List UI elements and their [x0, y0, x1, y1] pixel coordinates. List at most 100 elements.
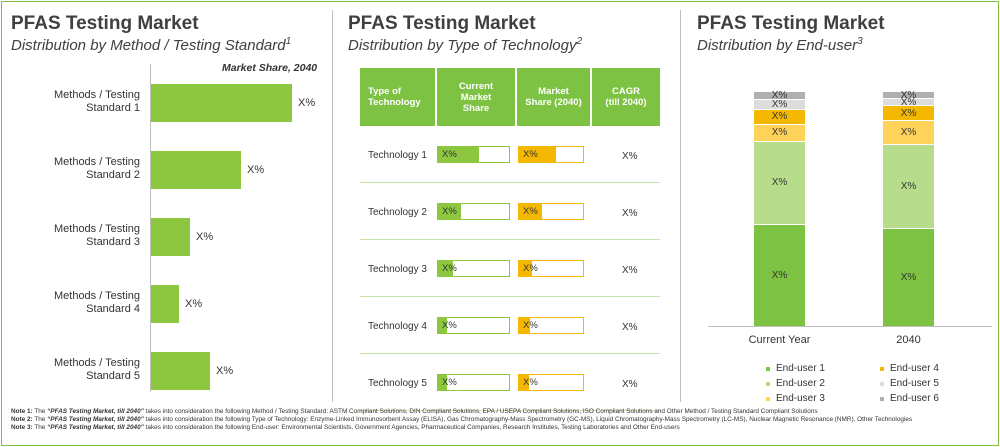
legend-label: End-user 1 [776, 363, 825, 374]
legend-swatch [766, 366, 770, 371]
current-share-label: X% [442, 377, 457, 388]
footnote: Note 1: The “PFAS Testing Market, till 2… [11, 408, 818, 415]
method-value-label: X% [196, 231, 214, 243]
stack-segment: X% [883, 105, 934, 120]
stack-segment: X% [883, 90, 934, 101]
current-share-label: X% [442, 149, 457, 160]
current-share-fill [438, 318, 448, 333]
stack-segment: X% [754, 123, 805, 141]
cagr-value: X% [622, 322, 638, 333]
table-row-divider [360, 296, 660, 297]
method-panel-subtitle: Distribution by Method / Testing Standar… [11, 36, 292, 54]
technology-row-label: Technology 3 [368, 264, 427, 275]
share-2040-fill [519, 261, 532, 276]
current-share-label: X% [442, 263, 457, 274]
current-share-bar: X% [437, 203, 510, 220]
share-2040-label: X% [523, 206, 538, 217]
stack-segment: X% [883, 97, 934, 108]
legend-entry: End-user 6 [880, 393, 939, 404]
footnotes: Note 1: The “PFAS Testing Market, till 2… [11, 408, 986, 433]
method-value-label: X% [216, 365, 234, 377]
legend-entry: End-user 3 [766, 393, 825, 404]
stack-segment: X% [754, 98, 805, 110]
method-category-label: Methods / Testing Standard 2 [53, 156, 140, 181]
method-bar [151, 285, 179, 323]
footnote-prefix: Note 3: [11, 424, 33, 432]
current-share-bar: X% [437, 260, 510, 277]
method-value-label: X% [185, 298, 203, 310]
footnote-emphasis: “PFAS Testing Market, till 2040” [47, 416, 144, 424]
table-header-cell: Type of Technology [360, 68, 435, 126]
method-panel-title: PFAS Testing Market [11, 13, 199, 34]
stack-segment: X% [754, 108, 805, 124]
legend-label: End-user 3 [776, 393, 825, 404]
legend-entry: End-user 2 [766, 378, 825, 389]
legend-swatch [766, 396, 770, 401]
method-bar [151, 352, 210, 390]
method-bar [151, 218, 190, 256]
stack-segment: X% [754, 90, 805, 101]
share-2040-bar: X% [518, 374, 584, 391]
legend-entry: End-user 5 [880, 378, 939, 389]
share-2040-bar: X% [518, 203, 584, 220]
share-2040-fill [519, 375, 530, 390]
share-2040-label: X% [523, 149, 538, 160]
cagr-value: X% [622, 208, 638, 219]
technology-row-label: Technology 5 [368, 378, 427, 389]
technology-row-label: Technology 4 [368, 321, 427, 332]
cagr-value: X% [622, 265, 638, 276]
share-2040-fill [519, 318, 530, 333]
stack-segment: X% [883, 143, 934, 228]
cagr-value: X% [622, 379, 638, 390]
footnote: Note 3: The “PFAS Testing Market, till 2… [11, 424, 680, 432]
legend-label: End-user 4 [890, 363, 939, 374]
legend-swatch [766, 381, 770, 386]
share-2040-bar: X% [518, 260, 584, 277]
stack-segment: X% [883, 119, 934, 144]
share-2040-bar: X% [518, 146, 584, 163]
current-share-fill [438, 147, 480, 162]
table-header-cell: Current Market Share [437, 68, 515, 126]
legend-swatch [880, 396, 884, 401]
footnote-emphasis: “PFAS Testing Market, till 2040” [47, 408, 144, 415]
method-value-label: X% [247, 164, 265, 176]
technology-panel-title: PFAS Testing Market [348, 13, 536, 34]
method-category-label: Methods / Testing Standard 5 [53, 357, 140, 382]
method-bar [151, 151, 241, 189]
share-2040-label: X% [523, 320, 538, 331]
technology-row-label: Technology 2 [368, 207, 427, 218]
current-share-label: X% [442, 320, 457, 331]
technology-row-label: Technology 1 [368, 150, 427, 161]
legend-label: End-user 6 [890, 393, 939, 404]
legend-entry: End-user 4 [880, 363, 939, 374]
footnote-emphasis: “PFAS Testing Market, till 2040” [47, 424, 144, 432]
footnote: Note 2: The “PFAS Testing Market, till 2… [11, 416, 913, 424]
current-share-fill [438, 261, 453, 276]
footnote-prefix: Note 2: [11, 416, 33, 424]
technology-panel-subtitle: Distribution by Type of Technology2 [348, 36, 583, 54]
share-2040-bar: X% [518, 317, 584, 334]
cagr-value: X% [622, 151, 638, 162]
current-share-bar: X% [437, 317, 510, 334]
stack-segment: X% [883, 227, 934, 326]
footnote-prefix: Note 1: [11, 408, 33, 415]
enduser-panel-title: PFAS Testing Market [697, 13, 885, 34]
method-chart-axis [150, 64, 151, 392]
stack-segment: X% [754, 141, 805, 224]
legend-label: End-user 2 [776, 378, 825, 389]
share-2040-label: X% [523, 377, 538, 388]
table-row-divider [360, 353, 660, 354]
share-2040-label: X% [523, 263, 538, 274]
current-share-label: X% [442, 206, 457, 217]
table-row-divider [360, 410, 660, 411]
current-share-bar: X% [437, 374, 510, 391]
enduser-panel-subtitle: Distribution by End-user3 [697, 36, 863, 54]
panel-divider [680, 10, 681, 402]
legend-swatch [880, 366, 884, 371]
legend-label: End-user 5 [890, 378, 939, 389]
legend-swatch [880, 381, 884, 386]
x-category-label: Current Year [748, 334, 811, 346]
market-share-label: Market Share, 2040 [222, 62, 318, 74]
current-share-fill [438, 375, 447, 390]
